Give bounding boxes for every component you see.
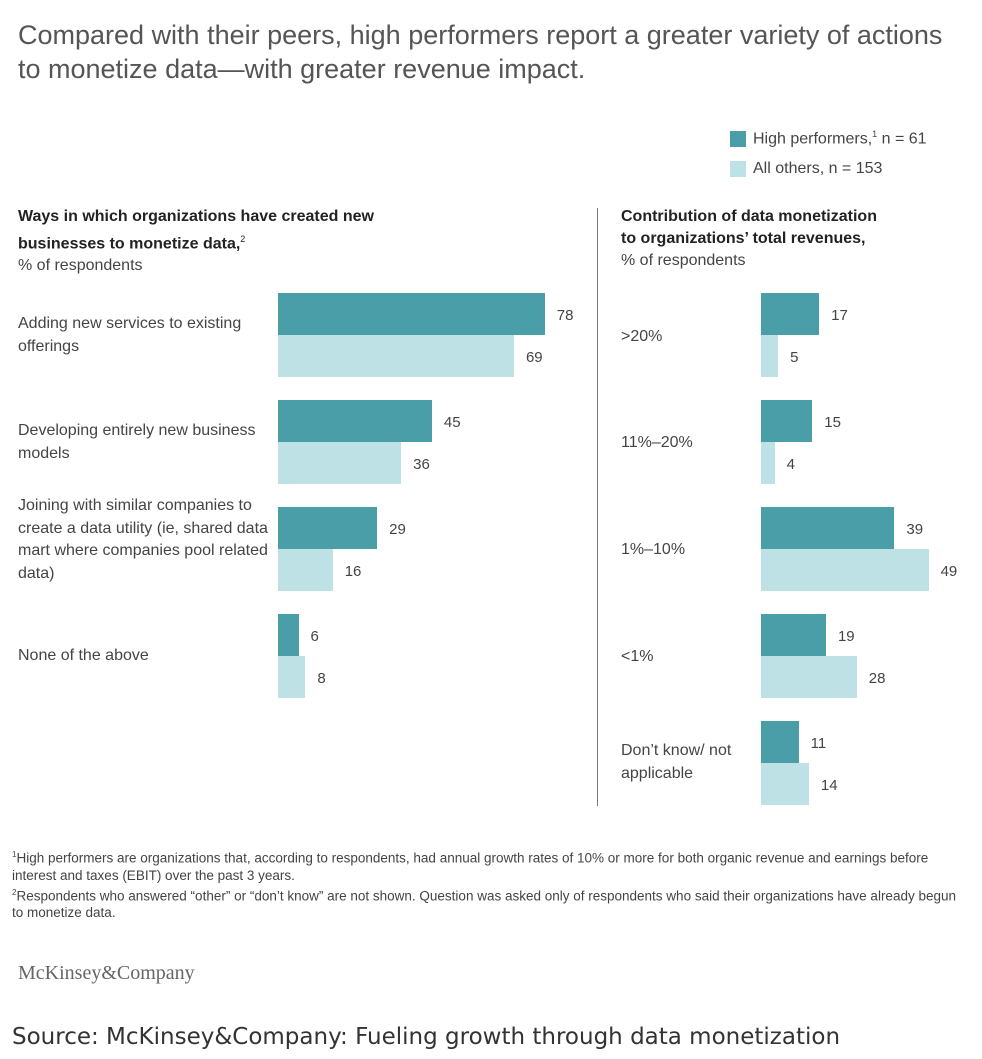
left-panel-title: Ways in which organizations have created… [18, 208, 374, 253]
right-bar-all-others [761, 549, 929, 591]
right-category-label: >20% [621, 328, 663, 345]
left-panel-subtitle: % of respondents [18, 257, 143, 275]
left-bar-all-others [278, 656, 306, 698]
left-value-label: 69 [525, 349, 543, 366]
left-value-label: 78 [556, 307, 574, 324]
right-value-label: 11 [810, 735, 827, 752]
right-bar-all-others [761, 335, 779, 377]
right-bar-all-others [761, 763, 809, 805]
right-bar-high-performers [761, 721, 799, 763]
left-bar-high-performers [278, 293, 545, 335]
left-bar-high-performers [278, 614, 299, 656]
right-bar-all-others [761, 656, 857, 698]
right-value-label: 5 [790, 349, 799, 366]
left-value-label: 45 [443, 414, 461, 431]
left-category-label: Adding new services to existing offering… [18, 315, 242, 355]
footnote-2: 2Respondents who answered “other” or “do… [12, 887, 957, 921]
right-panel-heading: Contribution of data monetization to org… [621, 206, 961, 272]
legend-item-high-performers: High performers,1 n = 61 [730, 124, 927, 154]
source-caption: Source: McKinsey&Company: Fueling growth… [12, 1024, 841, 1050]
footnote-1: 1High performers are organizations that,… [12, 850, 929, 883]
legend-label-high-performers: High performers,1 n = 61 [753, 129, 927, 148]
legend-swatch-all-others [730, 161, 746, 177]
legend-swatch-high-performers [730, 131, 746, 147]
right-panel-title-line1: Contribution of data monetization [621, 208, 877, 225]
legend-item-all-others: All others, n = 153 [730, 154, 927, 184]
chart-title: Compared with their peers, high performe… [18, 20, 943, 84]
right-bar-high-performers [761, 293, 820, 335]
right-panel-subtitle: % of respondents [621, 252, 746, 269]
right-value-label: 17 [831, 307, 848, 324]
left-panel-heading: Ways in which organizations have created… [18, 206, 458, 277]
right-bar-high-performers [761, 614, 826, 656]
left-category-label: Developing entirely new business models [18, 422, 256, 462]
right-value-label: 39 [906, 521, 924, 538]
left-value-label: 29 [389, 521, 406, 538]
right-category-label: <1% [621, 648, 654, 665]
left-bar-high-performers [278, 400, 432, 442]
right-value-label: 14 [820, 777, 838, 794]
right-panel-title-line2: to organizations’ total revenues, [621, 230, 866, 247]
legend-label-all-others: All others, n = 153 [753, 160, 883, 177]
panel-divider [597, 208, 598, 806]
right-bar-all-others [761, 442, 775, 484]
left-category-label: None of the above [18, 647, 149, 664]
footnotes: 1High performers are organizations that,… [12, 846, 962, 921]
left-value-label: 6 [310, 628, 319, 645]
right-value-label: 49 [940, 563, 958, 580]
right-value-label: 19 [837, 628, 855, 645]
right-category-label: 11%–20% [621, 434, 693, 451]
right-category-label: 1%–10% [621, 541, 686, 558]
mckinsey-logo: McKinsey&Company [18, 962, 195, 984]
right-value-label: 15 [824, 414, 841, 431]
right-value-label: 4 [786, 456, 796, 473]
right-category-label: Don’t know/ not applicable [621, 742, 732, 782]
left-category-label: Joining with similar companies to create… [18, 497, 268, 582]
right-bar-high-performers [761, 400, 813, 442]
right-bar-high-performers [761, 507, 895, 549]
right-value-label: 28 [868, 670, 886, 687]
left-bar-all-others [278, 442, 402, 484]
left-value-label: 8 [317, 670, 326, 687]
legend: High performers,1 n = 61 All others, n =… [730, 124, 927, 184]
left-bar-all-others [278, 335, 514, 377]
left-bar-all-others [278, 549, 333, 591]
left-value-label: 16 [344, 563, 362, 580]
left-bar-high-performers [278, 507, 378, 549]
left-value-label: 36 [413, 456, 430, 473]
